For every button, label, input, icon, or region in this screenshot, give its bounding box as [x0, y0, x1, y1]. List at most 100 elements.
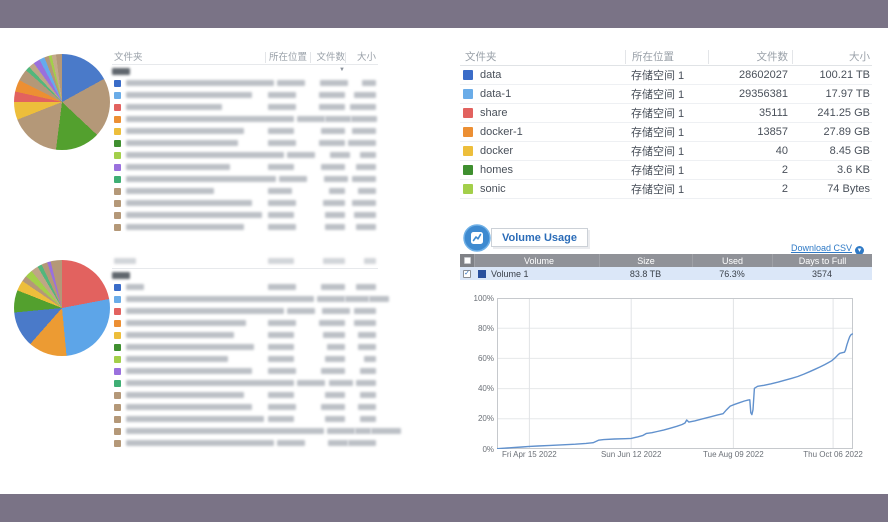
- folder-name: homes: [480, 164, 514, 176]
- y-tick-label: 40%: [477, 384, 494, 394]
- folder-color-icon: [114, 163, 121, 171]
- column-header-folder[interactable]: 文件夹: [114, 51, 143, 63]
- column-header-location[interactable]: 所在位置: [265, 51, 310, 63]
- redacted-folder-row[interactable]: [112, 137, 378, 149]
- folder-color-icon: [463, 184, 473, 194]
- volume-table-header: Volume Size Used Days to Full: [460, 254, 872, 267]
- redacted-folder-row[interactable]: [112, 353, 378, 365]
- redacted-folder-row[interactable]: [112, 89, 378, 101]
- folder-color-icon: [114, 283, 121, 291]
- folder-color-icon: [114, 355, 121, 363]
- folder-size: 100.21 TB: [819, 69, 870, 81]
- redacted-folder-row[interactable]: [112, 401, 378, 413]
- redacted-table-header-row: [112, 254, 378, 269]
- y-tick-label: 20%: [477, 414, 494, 424]
- folder-file-count: 2: [781, 183, 788, 195]
- volume-usage-title: Volume Usage: [491, 228, 588, 247]
- column-header-size[interactable]: 大小: [792, 49, 872, 64]
- y-tick-label: 80%: [477, 323, 494, 333]
- chart-plot-area: [497, 298, 853, 449]
- redacted-folder-row[interactable]: [112, 197, 378, 209]
- folder-row[interactable]: docker-1 存储空间 1 13857 27.89 GB: [460, 123, 872, 142]
- volume-row[interactable]: ✓ Volume 1 83.8 TB 76.3% 3574: [460, 267, 872, 280]
- redacted-folder-row[interactable]: [112, 317, 378, 329]
- folder-row[interactable]: data 存储空间 1 28602027 100.21 TB: [460, 66, 872, 85]
- folder-file-count: 2: [781, 164, 788, 176]
- column-header-files[interactable]: 文件数: [708, 49, 792, 64]
- column-header-location[interactable]: 所在位置: [625, 49, 708, 64]
- redacted-folder-row[interactable]: [112, 329, 378, 341]
- redacted-folder-row[interactable]: [112, 437, 378, 449]
- folder-color-icon: [114, 223, 121, 231]
- folder-file-count: 40: [775, 145, 788, 157]
- table-body: data 存储空间 1 28602027 100.21 TB data-1 存储空间 1 2…: [460, 66, 872, 199]
- redacted-folder-row[interactable]: [112, 425, 401, 437]
- folder-color-icon: [114, 115, 121, 123]
- folder-name: docker: [480, 145, 514, 157]
- volume-name: Volume 1: [491, 268, 529, 279]
- redacted-folder-row[interactable]: [112, 365, 378, 377]
- volume-checkbox[interactable]: ✓: [463, 269, 471, 278]
- download-csv-icon[interactable]: ▾: [855, 246, 864, 255]
- folder-row[interactable]: data-1 存储空间 1 29356381 17.97 TB: [460, 85, 872, 104]
- folder-color-icon: [463, 146, 473, 156]
- redacted-folder-row[interactable]: [112, 185, 378, 197]
- redacted-folder-row[interactable]: [112, 161, 378, 173]
- folder-color-icon: [114, 319, 121, 327]
- folder-file-count: 35111: [759, 107, 788, 119]
- folder-row[interactable]: sonic 存储空间 1 2 74 Bytes: [460, 180, 872, 199]
- redacted-folder-row[interactable]: [112, 413, 378, 425]
- y-tick-label: 100%: [473, 293, 494, 303]
- folder-size: 17.97 TB: [825, 88, 870, 100]
- redacted-folder-row[interactable]: [112, 305, 378, 317]
- folder-location: 存储空间 1: [631, 165, 685, 177]
- volume-days-to-full: 3574: [811, 268, 833, 279]
- table-body: [112, 77, 378, 233]
- folder-row[interactable]: share 存储空间 1 35111 241.25 GB: [460, 104, 872, 123]
- redacted-folder-row[interactable]: [112, 209, 378, 221]
- folder-color-icon: [114, 391, 121, 399]
- redacted-folder-table-bottom: [112, 254, 401, 449]
- redacted-folder-row[interactable]: [112, 77, 378, 89]
- table-body: [112, 281, 401, 449]
- column-header-size[interactable]: Size: [599, 254, 692, 267]
- column-header-volume[interactable]: Volume: [474, 254, 599, 267]
- redacted-folder-row[interactable]: [112, 389, 378, 401]
- folder-color-icon: [114, 139, 121, 147]
- select-all-checkbox[interactable]: [460, 254, 474, 267]
- redacted-folder-row[interactable]: [112, 101, 378, 113]
- column-header-size[interactable]: 大小: [345, 51, 378, 63]
- folder-size: 3.6 KB: [836, 164, 870, 176]
- folder-color-icon: [114, 199, 121, 207]
- folder-file-count: 28602027: [739, 69, 788, 81]
- folder-row[interactable]: docker 存储空间 1 40 8.45 GB: [460, 142, 872, 161]
- volume-usage-icon: [463, 224, 491, 252]
- volume-size: 83.8 TB: [629, 268, 662, 279]
- redacted-folder-row[interactable]: [112, 293, 389, 305]
- redacted-folder-row[interactable]: [112, 125, 378, 137]
- redacted-folder-row[interactable]: [112, 221, 378, 233]
- redacted-folder-row[interactable]: [112, 377, 378, 389]
- folder-color-icon: [114, 331, 121, 339]
- redacted-folder-row[interactable]: [112, 341, 378, 353]
- pie-chart-bottom: [14, 260, 110, 356]
- folder-row[interactable]: homes 存储空间 1 2 3.6 KB: [460, 161, 872, 180]
- folder-color-icon: [114, 175, 121, 183]
- folder-color-icon: [114, 439, 121, 447]
- column-header-used[interactable]: Used: [692, 254, 772, 267]
- redacted-folder-row[interactable]: [112, 173, 378, 185]
- folder-color-icon: [463, 108, 473, 118]
- folder-file-count: 29356381: [739, 88, 788, 100]
- folder-location: 存储空间 1: [631, 127, 685, 139]
- column-header-days-to-full[interactable]: Days to Full: [772, 254, 872, 267]
- column-header-folder[interactable]: 文件夹: [465, 50, 497, 63]
- redacted-folder-row[interactable]: [112, 113, 378, 125]
- redacted-folder-row[interactable]: [112, 281, 378, 293]
- folder-color-icon: [114, 307, 121, 315]
- folder-color-icon: [114, 79, 121, 87]
- column-header-files[interactable]: 文件数 ▼: [310, 51, 345, 73]
- download-csv-link[interactable]: Download CSV: [790, 243, 852, 253]
- redacted-folder-row[interactable]: [112, 149, 378, 161]
- folder-color-icon: [114, 415, 121, 423]
